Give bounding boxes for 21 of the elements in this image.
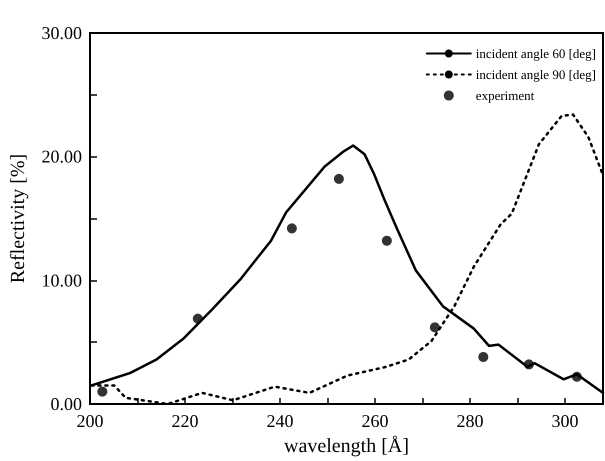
point <box>430 322 440 332</box>
x-axis-title: wavelength [Å] <box>284 435 409 457</box>
x-tick-label: 220 <box>172 411 198 431</box>
point <box>286 223 297 234</box>
x-tick-label: 300 <box>552 411 578 431</box>
y-tick-label: 30.00 <box>42 23 82 43</box>
y-tick-label: 0.00 <box>50 394 82 414</box>
y-axis-title: Reflectivity [%] <box>7 154 29 284</box>
x-tick-label: 200 <box>76 411 104 431</box>
point <box>478 352 488 362</box>
y-tick-label: 10.00 <box>42 270 82 290</box>
y-tick-label: 20.00 <box>42 146 82 167</box>
point <box>97 386 108 397</box>
point <box>334 174 344 184</box>
x-tick-label: 240 <box>266 411 294 431</box>
point <box>382 236 392 246</box>
legend-label: incident angle 60 [deg] <box>476 46 596 61</box>
x-tick-label: 280 <box>456 411 484 431</box>
legend-label: experiment <box>476 88 535 103</box>
x-tick-label: 260 <box>362 411 388 431</box>
legend-label: incident angle 90 [deg] <box>476 67 596 82</box>
